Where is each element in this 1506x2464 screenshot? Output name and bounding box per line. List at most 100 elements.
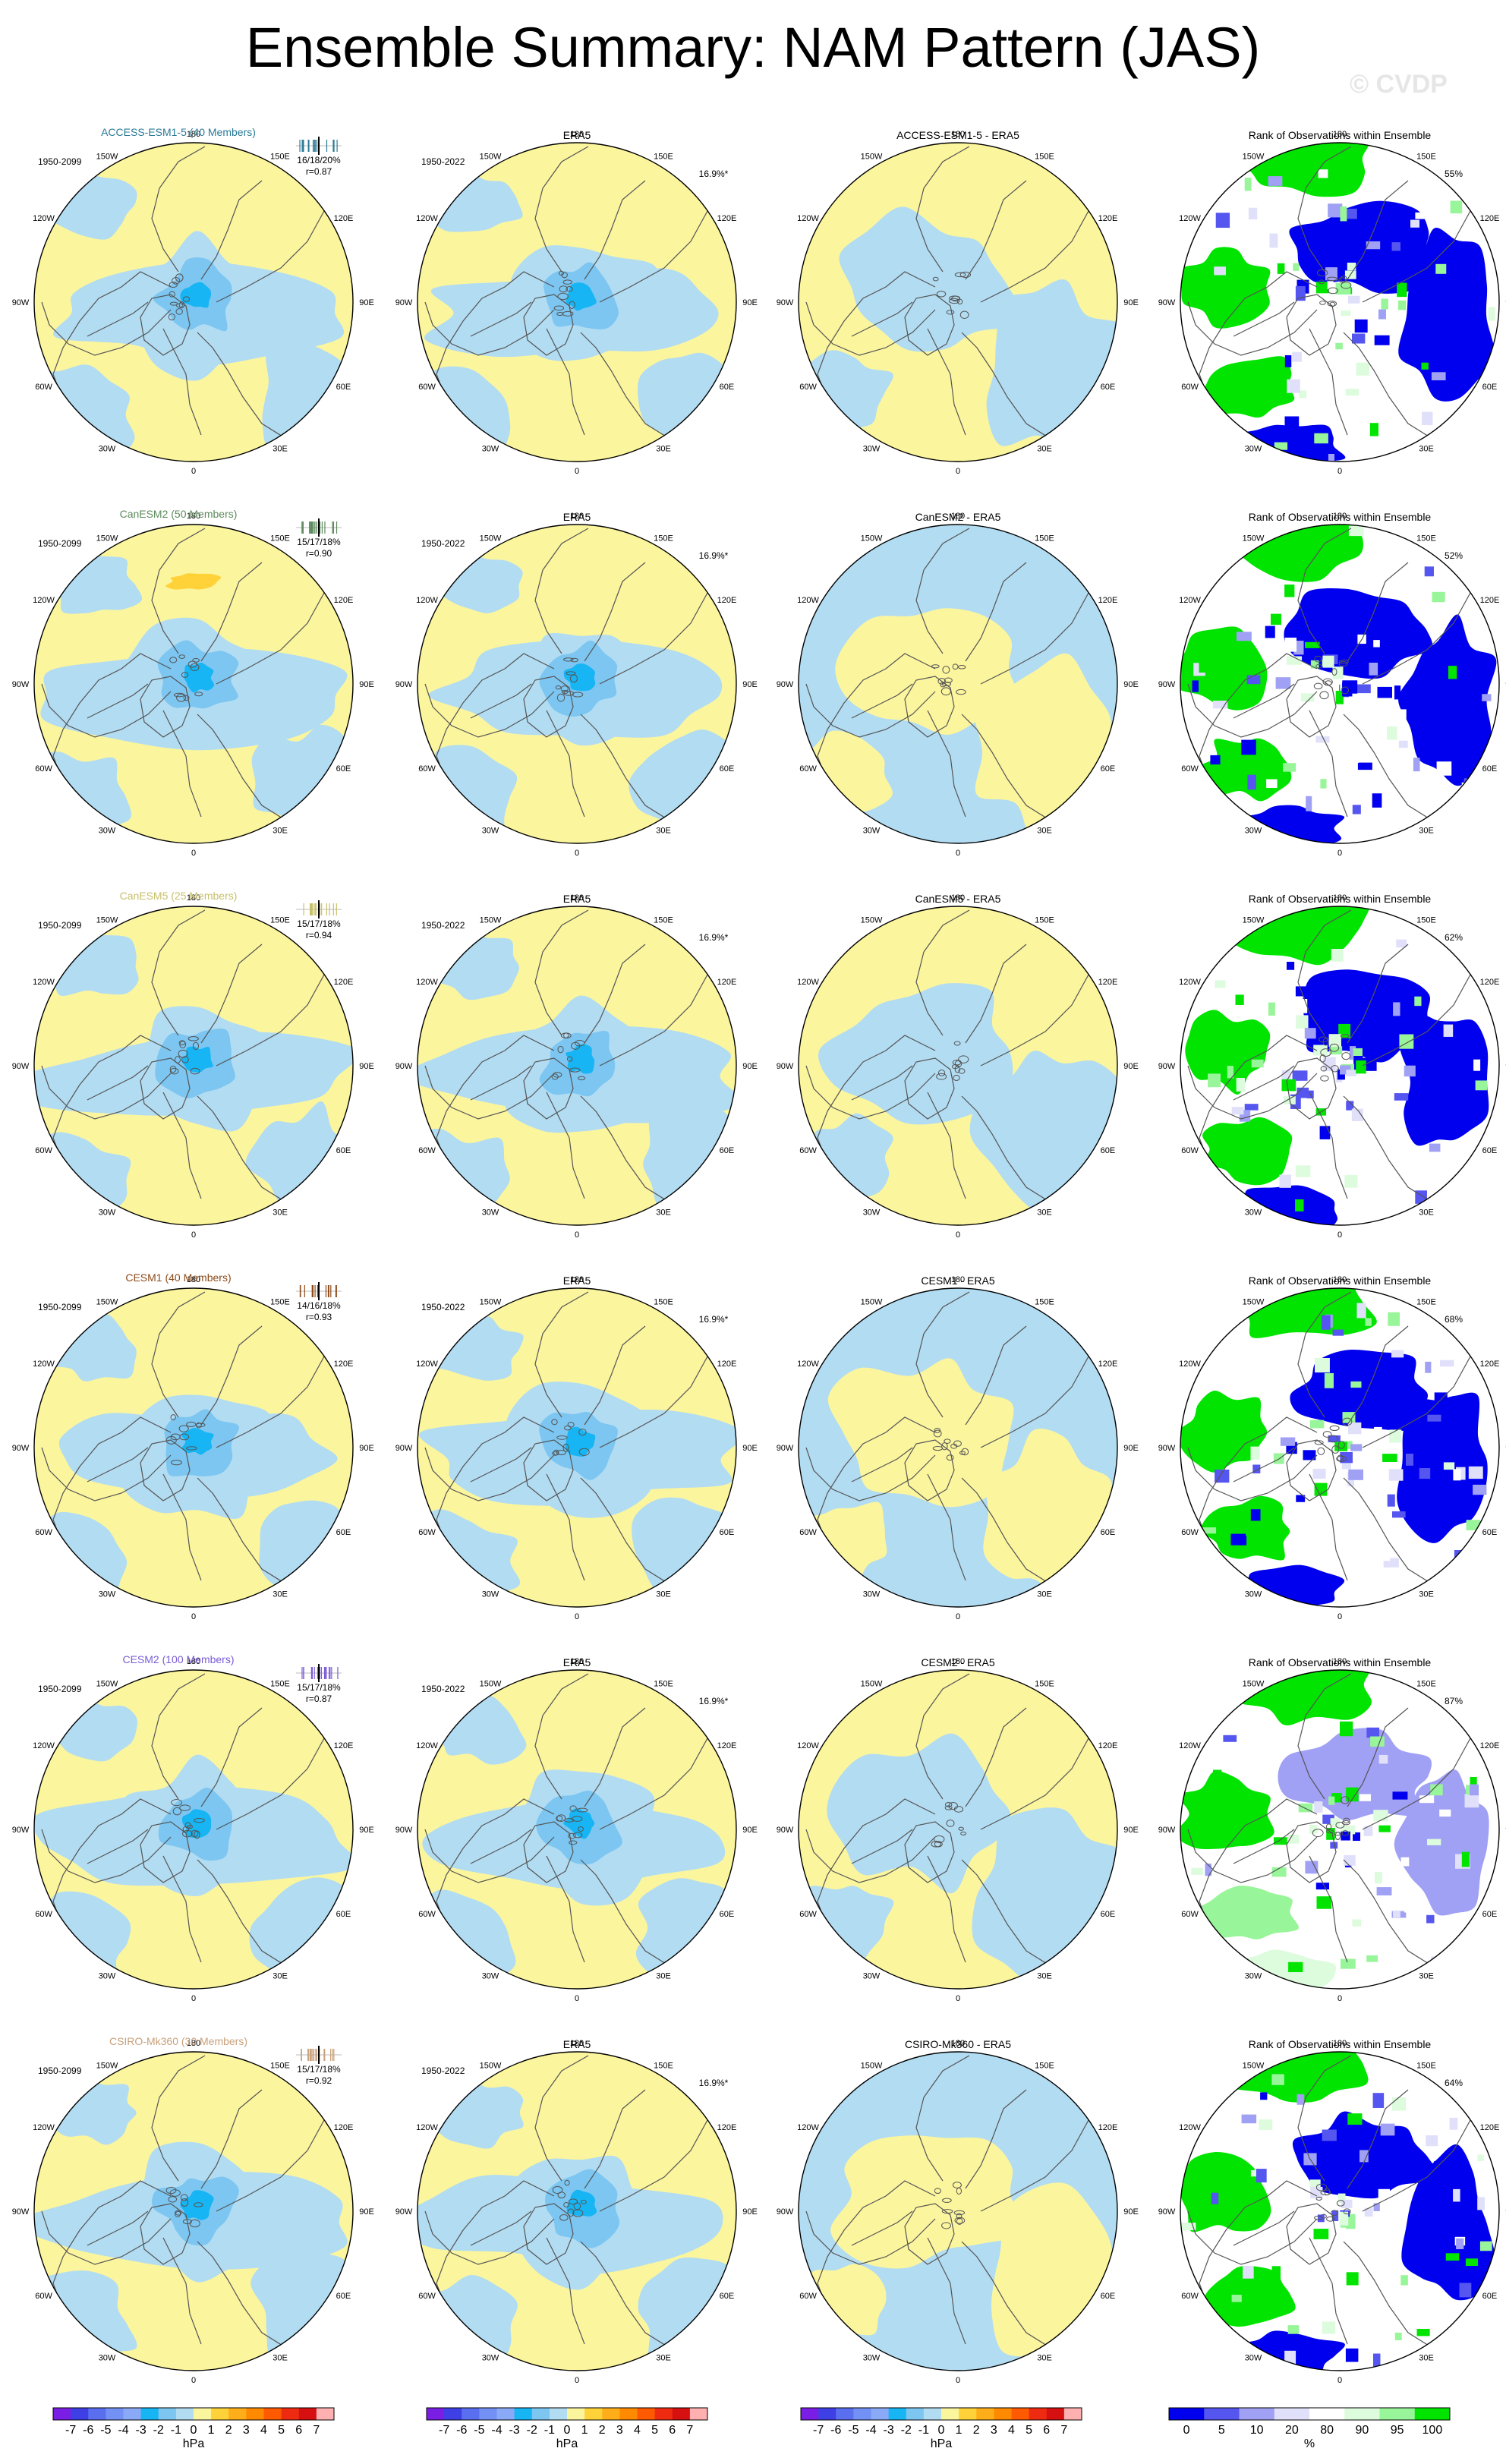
lon-label: 60E bbox=[1101, 383, 1116, 392]
colorbar-swatch bbox=[959, 2408, 977, 2420]
lon-label: 120W bbox=[33, 596, 55, 605]
lon-label: 150W bbox=[96, 1298, 118, 1307]
map-border bbox=[33, 524, 354, 844]
lon-label: 60E bbox=[336, 383, 351, 392]
lon-label: 150E bbox=[270, 2062, 290, 2071]
lon-label: 180 bbox=[1333, 1657, 1347, 1666]
colorbar-swatch bbox=[194, 2408, 212, 2420]
colorbar-tick: -4 bbox=[118, 2424, 128, 2437]
map-border bbox=[1180, 906, 1500, 1226]
lon-label: 60W bbox=[418, 1146, 436, 1155]
lon-label: 120E bbox=[1480, 214, 1500, 223]
lon-label: 60E bbox=[720, 1910, 735, 1919]
hpa-colorbar: -7 -6 -5 -4 -3 -2 -1 0 1 2 3 4 5 6 7 hPa bbox=[800, 2407, 1082, 2450]
lon-label: 150W bbox=[861, 2062, 883, 2071]
colorbar-swatch bbox=[427, 2408, 445, 2420]
rank-pct: 55% bbox=[1445, 169, 1463, 179]
lon-label: 120W bbox=[1179, 1360, 1201, 1369]
lon-label: 60E bbox=[720, 1146, 735, 1155]
obs-map-panel: 180 150E 120E 90E 60E 30E 0 30W 60W 90W 120W 150W ER… bbox=[395, 129, 758, 476]
colorbar-tick: 7 bbox=[1060, 2424, 1067, 2437]
colorbar-swatch bbox=[1046, 2408, 1065, 2420]
lon-label: 60W bbox=[35, 764, 52, 774]
lon-label: 120E bbox=[1480, 978, 1500, 987]
rank-title: Rank of Observations within Ensemble bbox=[1249, 893, 1432, 905]
model-title: CanESM2 (50 Members) bbox=[120, 508, 238, 520]
lon-label: 150W bbox=[96, 2062, 118, 2071]
lon-label: 90W bbox=[395, 1062, 413, 1071]
lon-label: 30E bbox=[656, 826, 671, 835]
lon-label: 60W bbox=[1181, 1146, 1199, 1155]
model-map-panel: 180 150E 120E 90E 60E 30E 0 30W 60W 90W 120W 150W CE… bbox=[12, 1271, 374, 1621]
colorbar-tick: -2 bbox=[527, 2424, 537, 2437]
lon-label: 60E bbox=[1101, 764, 1116, 774]
lon-label: 0 bbox=[1337, 467, 1342, 476]
lon-label: 60E bbox=[1101, 1528, 1116, 1537]
colorbar-swatch bbox=[853, 2408, 871, 2420]
lon-label: 90W bbox=[777, 298, 794, 307]
colorbar-tick: -3 bbox=[884, 2424, 894, 2437]
lon-label: 30E bbox=[1037, 444, 1052, 453]
lon-label: 120W bbox=[416, 2123, 438, 2132]
period-label: 1950-2099 bbox=[38, 1684, 82, 1694]
lon-label: 90W bbox=[1158, 2207, 1176, 2217]
colorbar-tick: 10 bbox=[1250, 2424, 1264, 2437]
colorbar-tick: 4 bbox=[260, 2424, 267, 2437]
colorbar-swatch bbox=[672, 2408, 691, 2420]
lon-label: 90E bbox=[742, 1826, 758, 1835]
lon-label: 60W bbox=[418, 764, 436, 774]
map-border bbox=[33, 1287, 354, 1608]
lon-label: 0 bbox=[575, 467, 579, 476]
colorbar-tick: 2 bbox=[225, 2424, 232, 2437]
lon-label: 120W bbox=[33, 2123, 55, 2132]
lon-label: 60W bbox=[35, 1146, 52, 1155]
lon-label: 90E bbox=[1123, 680, 1139, 689]
lon-label: 30W bbox=[482, 1971, 499, 1980]
lon-label: 150E bbox=[1035, 534, 1054, 544]
lon-label: 150W bbox=[1243, 2062, 1265, 2071]
difference-map-panel: 180 150E 120E 90E 60E 30E 0 30W 60W 90W 120W 150W AC… bbox=[777, 129, 1139, 476]
model-stats: 15/17/18% bbox=[297, 2064, 341, 2075]
lon-label: 60W bbox=[35, 1910, 52, 1919]
lon-label: 120E bbox=[1480, 1741, 1500, 1750]
lon-label: 90E bbox=[1123, 1444, 1139, 1453]
colorbar-tick: 90 bbox=[1355, 2424, 1369, 2437]
colorbar-swatch bbox=[1274, 2408, 1310, 2420]
colorbar-tick: 6 bbox=[669, 2424, 676, 2437]
map-border bbox=[1180, 2051, 1500, 2371]
colorbar-swatch bbox=[637, 2408, 656, 2420]
rank-title: Rank of Observations within Ensemble bbox=[1249, 1656, 1432, 1668]
colorbar-tick: 20 bbox=[1285, 2424, 1299, 2437]
colorbar-swatch bbox=[71, 2408, 89, 2420]
lon-label: 180 bbox=[1333, 130, 1347, 139]
lon-label: 90W bbox=[1158, 1826, 1176, 1835]
lon-label: 120E bbox=[1098, 978, 1118, 987]
model-title: ACCESS-ESM1-5 (40 Members) bbox=[101, 126, 256, 138]
colorbar-tick: -2 bbox=[901, 2424, 912, 2437]
colorbar-tick: -7 bbox=[65, 2424, 76, 2437]
colorbar-tick: 4 bbox=[634, 2424, 641, 2437]
colorbar-swatch bbox=[818, 2408, 836, 2420]
map-border bbox=[798, 2051, 1118, 2371]
lon-label: 150W bbox=[480, 153, 502, 162]
colorbar-tick: -4 bbox=[491, 2424, 502, 2437]
lon-label: 90E bbox=[1123, 2207, 1139, 2217]
colorbar-swatch bbox=[1204, 2408, 1240, 2420]
lon-label: 150W bbox=[1243, 1680, 1265, 1689]
rank-map-panel: 180150E120E90E60E30E030W60W90W120W150WRa… bbox=[1158, 1656, 1506, 2003]
lon-label: 150E bbox=[1416, 153, 1436, 162]
colorbar-swatch bbox=[88, 2408, 106, 2420]
colorbar-tick: 7 bbox=[686, 2424, 693, 2437]
lon-label: 180 bbox=[951, 130, 965, 139]
lon-label: 30W bbox=[482, 2353, 499, 2362]
colorbar-swatch bbox=[871, 2408, 890, 2420]
lon-label: 90W bbox=[777, 1826, 794, 1835]
lon-label: 150E bbox=[1416, 916, 1436, 925]
model-title: CESM2 (100 Members) bbox=[122, 1653, 234, 1665]
lon-label: 30E bbox=[273, 1590, 288, 1599]
lon-label: 120W bbox=[1179, 596, 1201, 605]
lon-label: 0 bbox=[191, 849, 196, 858]
lon-label: 60W bbox=[799, 1528, 817, 1537]
difference-title: CanESM2 - ERA5 bbox=[915, 511, 1001, 523]
lon-label: 30E bbox=[1037, 1208, 1052, 1217]
